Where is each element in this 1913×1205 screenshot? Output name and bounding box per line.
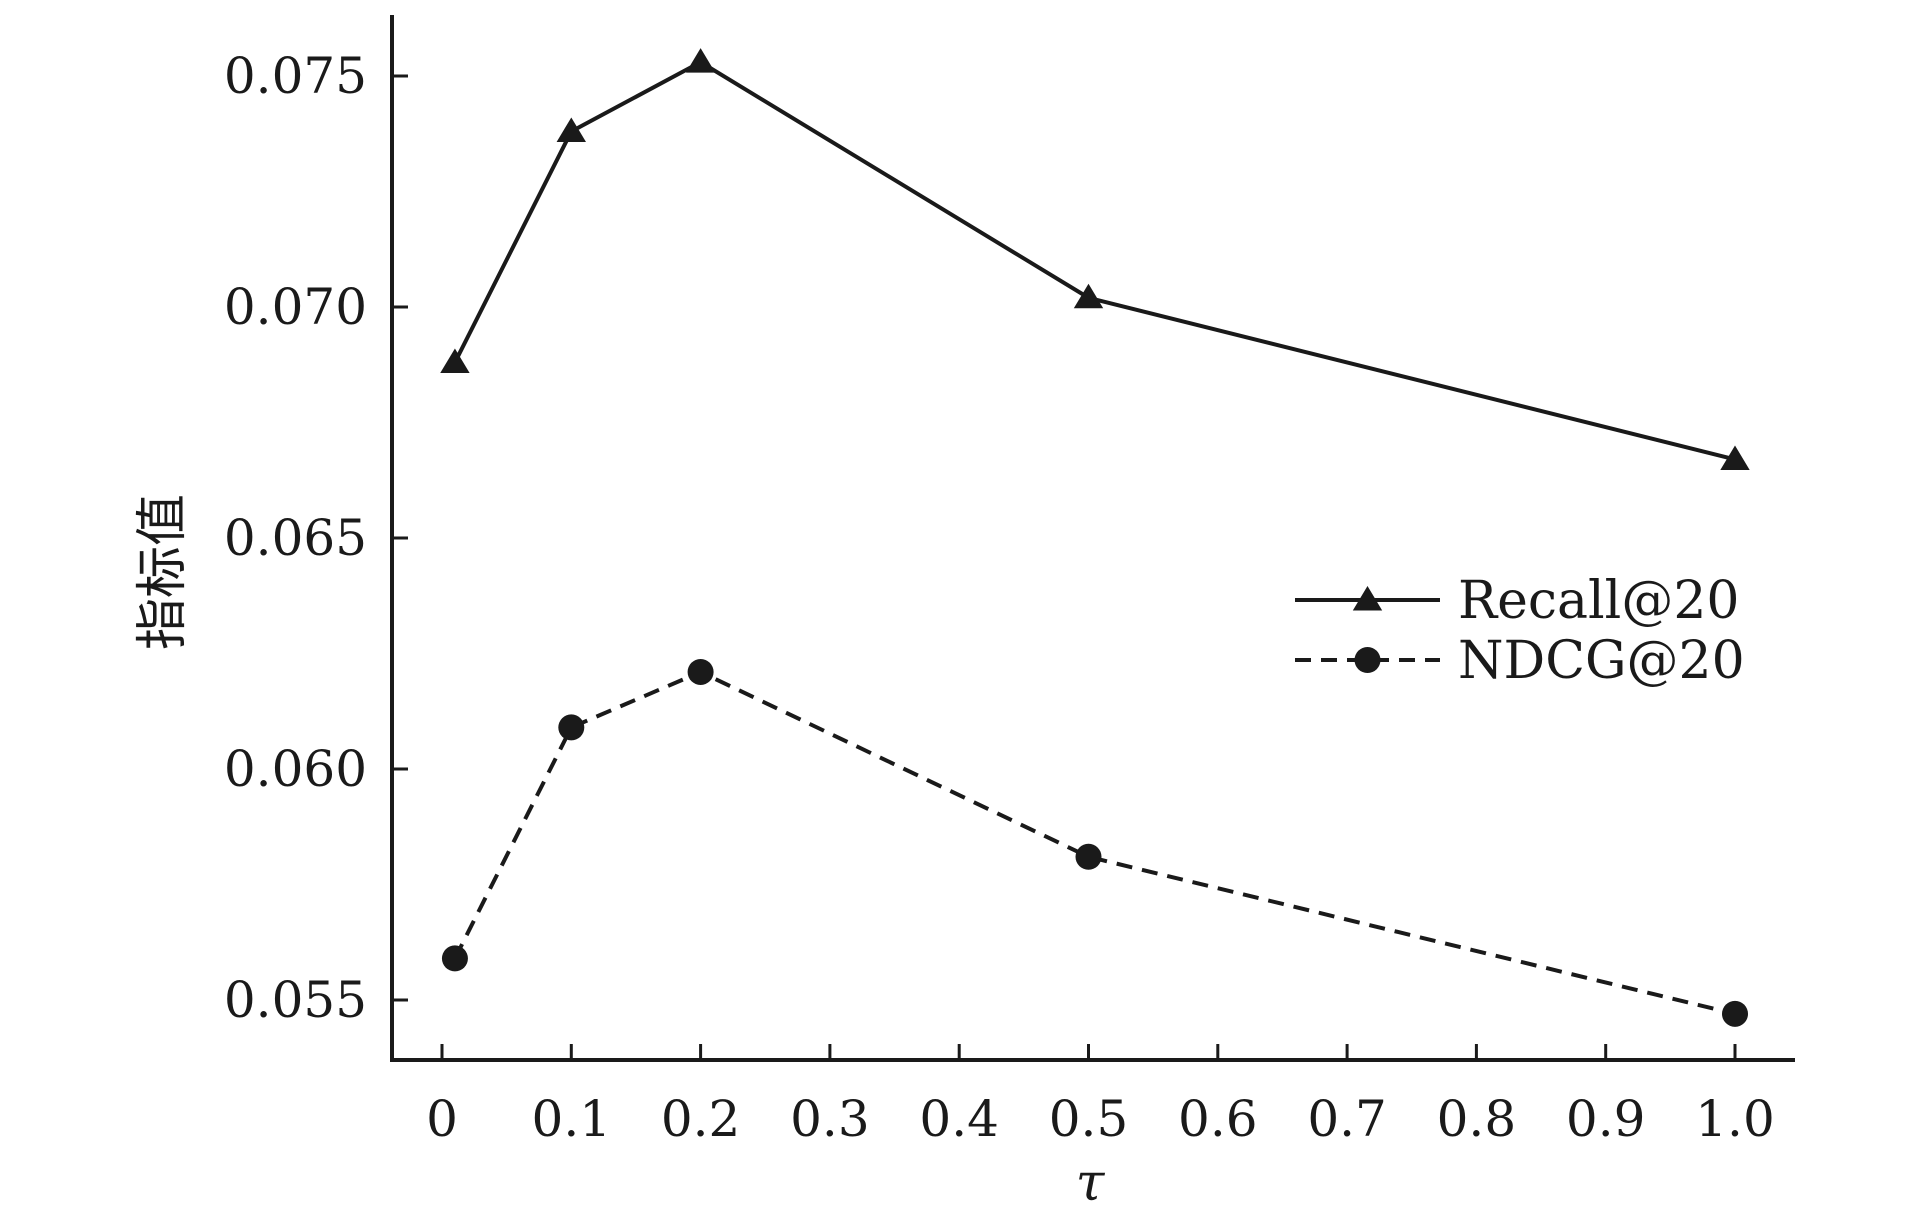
series-1 bbox=[440, 48, 1750, 470]
data-point bbox=[440, 348, 470, 373]
x-ticks: 0 0.1 0.2 0.3 0.4 0.5 0.6 0.7 0.8 0.9 1.0 bbox=[426, 1044, 1775, 1148]
legend-item: Recall@20 bbox=[1295, 571, 1739, 631]
data-point bbox=[1075, 843, 1102, 870]
series-2 bbox=[441, 658, 1748, 1027]
x-tick-label: 0.7 bbox=[1307, 1090, 1387, 1148]
x-tick-label: 0.4 bbox=[919, 1090, 999, 1148]
y-tick-label: 0.065 bbox=[224, 509, 367, 567]
x-axis-label: τ bbox=[1076, 1153, 1106, 1205]
x-tick-label: 0.2 bbox=[661, 1090, 741, 1148]
x-tick-label: 1.0 bbox=[1695, 1090, 1775, 1148]
data-point bbox=[558, 714, 585, 741]
x-tick-label: 0 bbox=[426, 1090, 458, 1148]
y-tick-label: 0.070 bbox=[224, 278, 367, 336]
data-point bbox=[1073, 283, 1104, 309]
series-line bbox=[453, 60, 1736, 462]
x-tick-label: 0.9 bbox=[1566, 1090, 1646, 1148]
y-ticks: 0.055 0.060 0.065 0.070 0.075 bbox=[224, 47, 408, 1029]
y-tick-label: 0.055 bbox=[224, 971, 367, 1029]
x-tick-label: 0.5 bbox=[1049, 1090, 1129, 1148]
data-point bbox=[685, 48, 716, 73]
legend-item: NDCG@20 bbox=[1295, 631, 1745, 691]
legend-label: NDCG@20 bbox=[1458, 631, 1745, 691]
legend-marker bbox=[1352, 586, 1383, 611]
x-tick-label: 0.6 bbox=[1178, 1090, 1258, 1148]
y-tick-label: 0.075 bbox=[224, 47, 367, 105]
legend-marker bbox=[1354, 647, 1381, 673]
axes bbox=[390, 15, 1795, 1062]
data-point bbox=[687, 658, 714, 685]
y-tick-label: 0.060 bbox=[224, 740, 367, 798]
x-tick-label: 0.8 bbox=[1437, 1090, 1517, 1148]
series-layer bbox=[440, 48, 1750, 1027]
series-line bbox=[453, 669, 1736, 1016]
x-tick-label: 0.1 bbox=[532, 1090, 612, 1148]
data-point bbox=[556, 117, 586, 142]
x-tick-label: 0.3 bbox=[790, 1090, 870, 1148]
data-point bbox=[441, 945, 468, 972]
data-point bbox=[1720, 445, 1750, 470]
data-point bbox=[1722, 1000, 1748, 1027]
y-axis-label: 指标值 bbox=[133, 494, 193, 650]
legend-label: Recall@20 bbox=[1458, 571, 1739, 631]
